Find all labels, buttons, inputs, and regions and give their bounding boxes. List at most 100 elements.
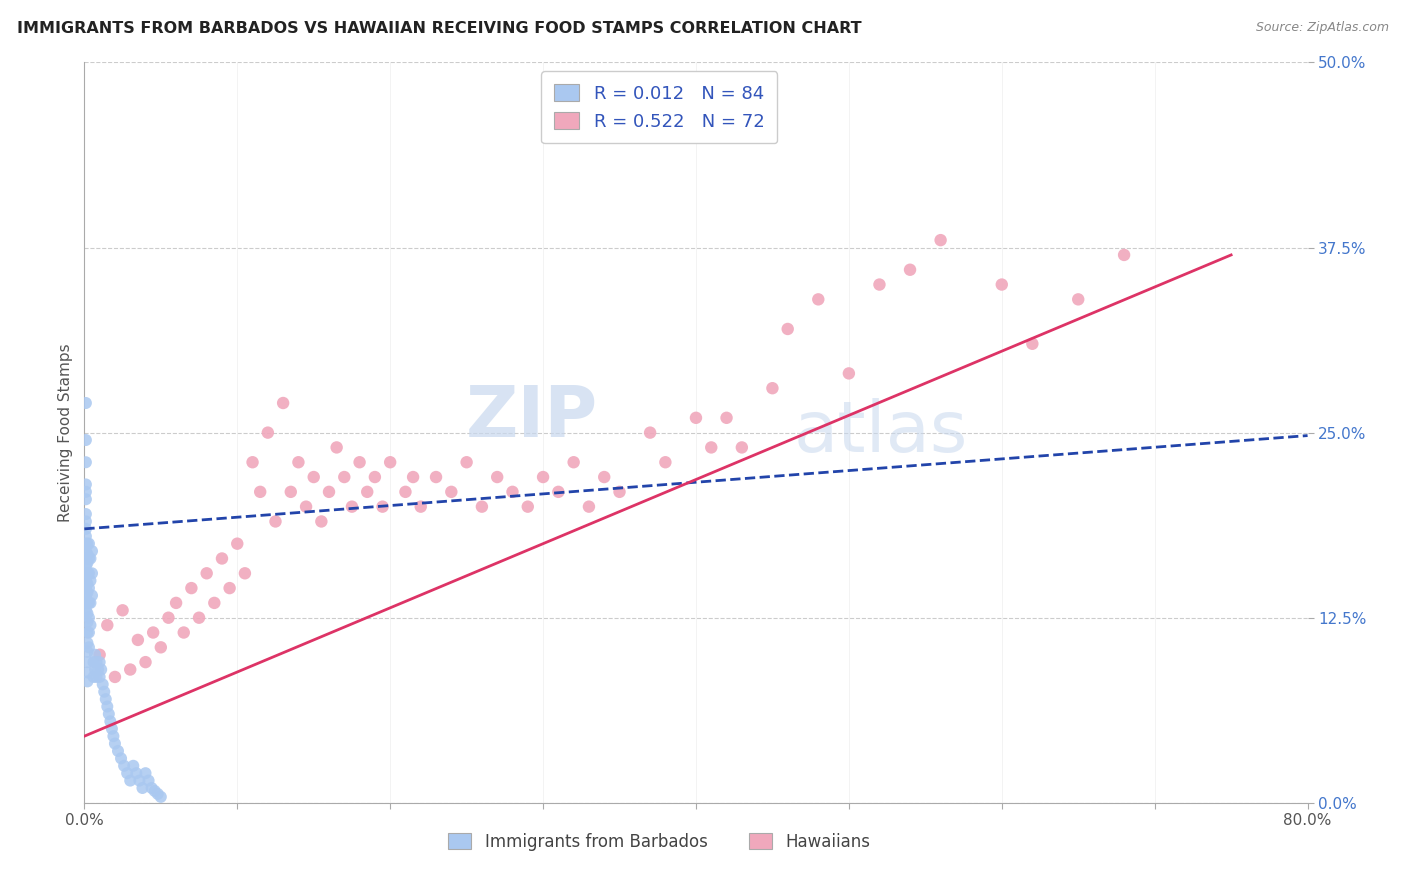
Point (76, 556, 98, 570)
Point (89, 655, 111, 669)
Point (77, 551, 100, 566)
Point (838, 367, 860, 381)
Point (75, 551, 97, 566)
Point (440, 484, 463, 499)
Point (578, 500, 600, 514)
Point (76, 625, 98, 640)
Point (77, 625, 100, 640)
Point (141, 780, 163, 795)
Point (77, 581, 100, 595)
Y-axis label: Receiving Food Stamps: Receiving Food Stamps (58, 343, 73, 522)
Point (77, 596, 100, 610)
Point (84, 663, 107, 677)
Point (929, 233, 952, 247)
Point (76, 576, 98, 591)
Point (122, 758, 145, 772)
Point (202, 596, 225, 610)
Point (75, 522, 97, 536)
Point (1114, 248, 1136, 262)
Point (96, 699, 118, 714)
Point (80, 589, 103, 603)
Point (91, 677, 114, 691)
Point (807, 293, 830, 307)
Point (76, 547, 98, 561)
Point (531, 470, 554, 484)
Point (380, 455, 402, 469)
Point (127, 632, 149, 647)
Point (302, 470, 325, 484)
Point (96, 618, 118, 632)
Point (103, 729, 125, 743)
Point (75, 455, 97, 469)
Point (75, 603, 97, 617)
Point (75, 529, 97, 543)
Point (77, 610, 100, 624)
Point (131, 780, 153, 795)
Point (364, 470, 387, 484)
Point (120, 773, 142, 788)
Point (149, 789, 172, 804)
Point (142, 625, 165, 640)
Point (75, 484, 97, 499)
Point (77, 566, 100, 581)
Point (776, 322, 799, 336)
Point (333, 470, 356, 484)
Point (233, 566, 256, 581)
Point (593, 470, 616, 484)
Point (98, 714, 121, 729)
Point (486, 470, 509, 484)
Point (97, 706, 120, 721)
Point (93, 685, 115, 699)
Point (471, 500, 494, 514)
Point (257, 425, 280, 440)
Text: Source: ZipAtlas.com: Source: ZipAtlas.com (1256, 21, 1389, 34)
Point (76, 585, 98, 599)
Point (75, 433, 97, 447)
Point (356, 484, 378, 499)
Point (84, 648, 107, 662)
Point (195, 566, 218, 581)
Point (547, 484, 569, 499)
Point (311, 515, 333, 529)
Point (76, 607, 98, 621)
Point (75, 507, 97, 521)
Point (135, 766, 157, 780)
Point (869, 277, 891, 292)
Point (991, 277, 1014, 292)
Point (349, 455, 371, 469)
Point (79, 551, 101, 566)
Point (157, 610, 180, 624)
Point (79, 618, 101, 632)
Point (761, 381, 783, 395)
Point (318, 484, 340, 499)
Point (94, 692, 117, 706)
Legend: Immigrants from Barbados, Hawaiians: Immigrants from Barbados, Hawaiians (441, 826, 877, 857)
Point (295, 500, 318, 514)
Point (110, 751, 132, 765)
Point (104, 670, 127, 684)
Point (226, 536, 249, 550)
Point (280, 484, 302, 499)
Point (149, 640, 172, 655)
Point (1021, 336, 1043, 351)
Point (101, 722, 124, 736)
Point (80, 544, 103, 558)
Point (115, 766, 138, 780)
Point (125, 766, 148, 780)
Point (898, 262, 921, 277)
Point (128, 773, 150, 788)
Point (75, 544, 97, 558)
Point (75, 536, 97, 550)
Point (502, 484, 524, 499)
Point (83, 670, 105, 684)
Point (271, 396, 294, 410)
Point (76, 665, 98, 680)
Point (371, 500, 394, 514)
Point (120, 663, 142, 677)
Point (111, 603, 134, 617)
Point (76, 674, 98, 689)
Point (211, 551, 233, 566)
Point (146, 787, 169, 801)
Point (402, 470, 425, 484)
Point (112, 758, 135, 772)
